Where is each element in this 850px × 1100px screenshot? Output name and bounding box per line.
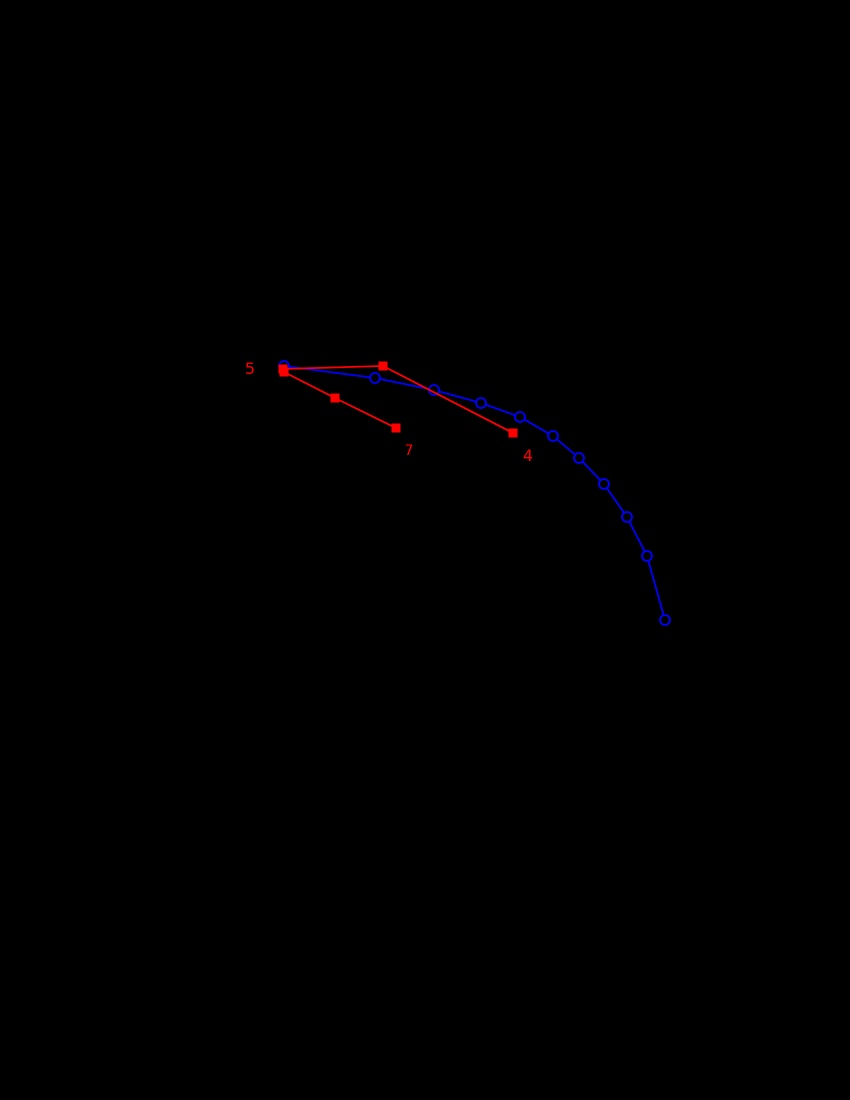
circle-marker <box>641 550 653 562</box>
square-marker <box>330 393 340 403</box>
circle-marker <box>547 430 559 442</box>
circle-marker <box>659 614 671 626</box>
circle-marker <box>369 372 381 384</box>
circle-marker <box>621 511 633 523</box>
annotation-label: 5 <box>245 359 255 378</box>
circle-marker <box>573 452 585 464</box>
square-marker <box>391 423 401 433</box>
square-marker <box>508 428 518 438</box>
square-marker <box>279 367 289 377</box>
circle-marker <box>598 478 610 490</box>
square-marker <box>378 361 388 371</box>
annotation-label: 7 <box>405 443 414 459</box>
annotation-label: 4 <box>523 446 533 465</box>
circle-marker <box>475 397 487 409</box>
circle-marker <box>514 411 526 423</box>
